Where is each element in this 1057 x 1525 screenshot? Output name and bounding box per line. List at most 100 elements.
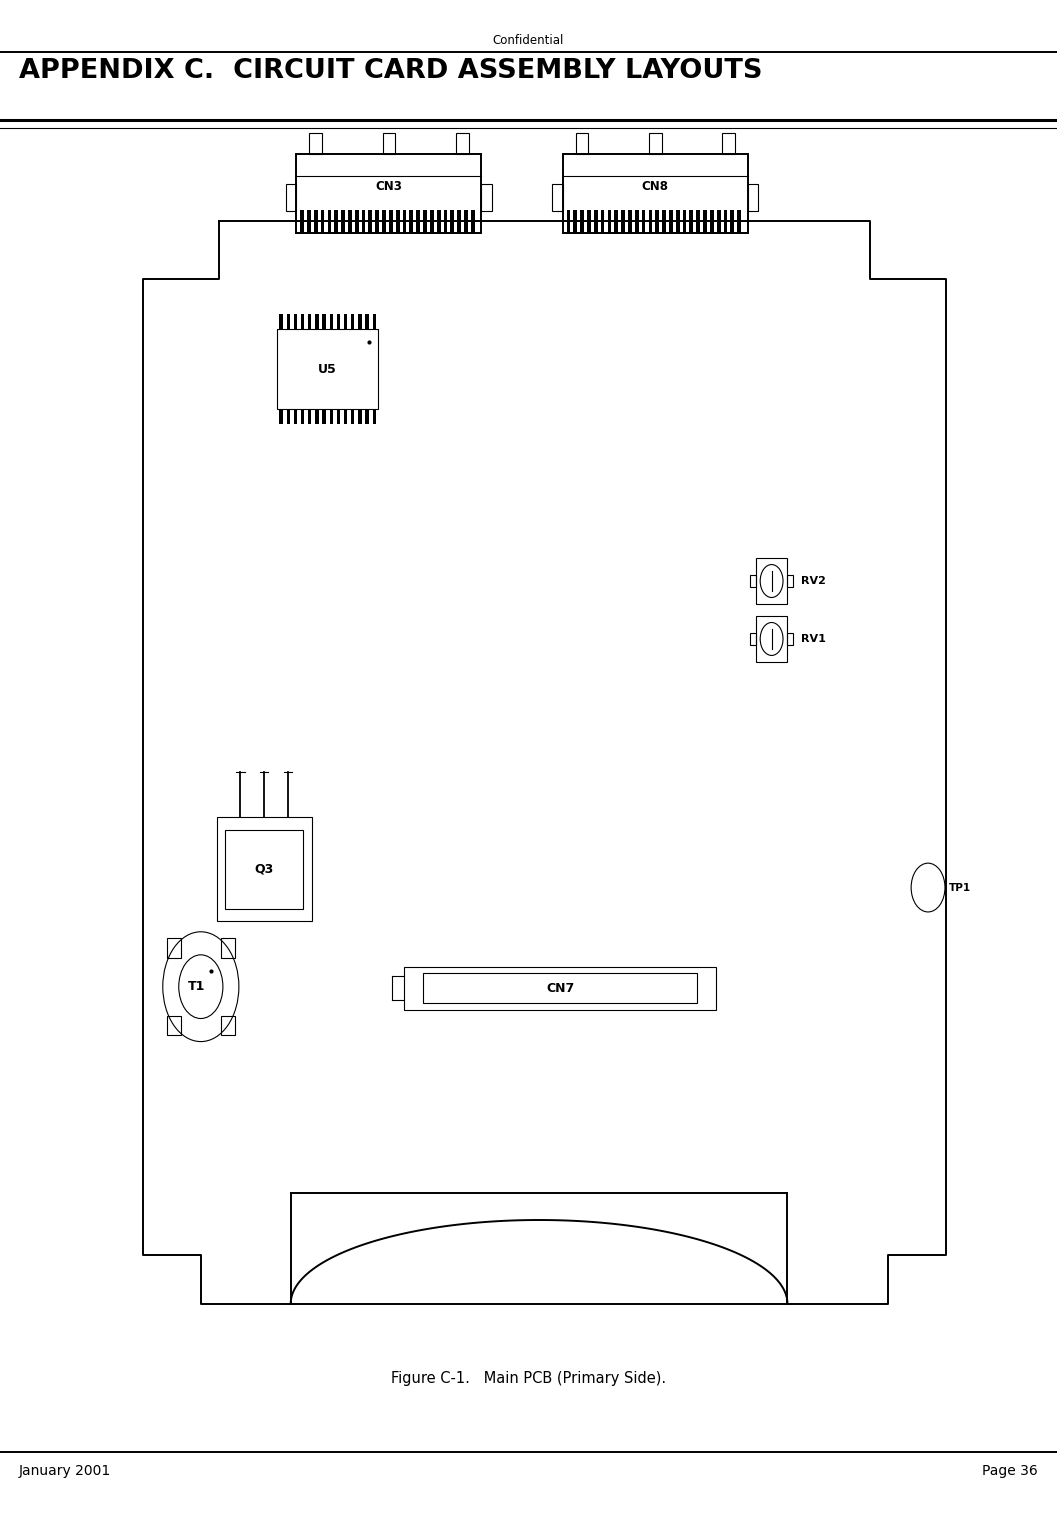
Bar xyxy=(308,409,312,424)
Bar xyxy=(552,185,562,212)
Text: Q3: Q3 xyxy=(255,863,274,875)
Bar xyxy=(286,409,290,424)
Bar xyxy=(458,209,461,233)
Text: CN3: CN3 xyxy=(375,180,403,194)
Bar xyxy=(366,314,369,329)
Bar xyxy=(750,575,756,587)
Bar xyxy=(594,209,597,233)
Bar xyxy=(277,329,378,409)
Bar xyxy=(395,209,400,233)
Bar xyxy=(285,185,296,212)
Bar xyxy=(322,314,326,329)
Bar xyxy=(567,209,571,233)
Bar xyxy=(344,409,348,424)
Text: U5: U5 xyxy=(318,363,337,375)
Bar xyxy=(669,209,672,233)
Text: RV2: RV2 xyxy=(801,576,827,586)
Bar xyxy=(344,314,348,329)
Bar xyxy=(389,209,393,233)
Bar xyxy=(334,209,338,233)
Bar xyxy=(724,209,727,233)
Bar xyxy=(730,209,735,233)
Bar xyxy=(383,209,386,233)
Bar xyxy=(337,314,340,329)
Bar xyxy=(375,209,379,233)
Bar xyxy=(600,209,605,233)
Text: CN7: CN7 xyxy=(546,982,574,994)
Bar xyxy=(628,209,632,233)
Text: January 2001: January 2001 xyxy=(19,1464,111,1478)
Bar xyxy=(373,314,376,329)
Bar xyxy=(279,409,282,424)
Bar xyxy=(649,133,662,154)
Bar xyxy=(662,209,666,233)
Bar xyxy=(301,314,304,329)
Text: CN8: CN8 xyxy=(642,180,669,194)
Text: APPENDIX C.  CIRCUIT CARD ASSEMBLY LAYOUTS: APPENDIX C. CIRCUIT CARD ASSEMBLY LAYOUT… xyxy=(19,58,762,84)
Bar xyxy=(424,973,698,1003)
Bar xyxy=(358,409,361,424)
Bar xyxy=(635,209,638,233)
Bar xyxy=(167,1016,181,1035)
Bar xyxy=(351,314,354,329)
Bar xyxy=(296,154,481,233)
Bar xyxy=(756,558,787,604)
Bar xyxy=(348,209,352,233)
Bar xyxy=(358,314,361,329)
Bar xyxy=(351,409,354,424)
Bar xyxy=(361,209,366,233)
Bar xyxy=(314,209,317,233)
Bar xyxy=(717,209,721,233)
Bar xyxy=(403,209,406,233)
Bar xyxy=(655,209,660,233)
Text: Page 36: Page 36 xyxy=(982,1464,1038,1478)
Bar xyxy=(689,209,693,233)
Bar xyxy=(330,314,333,329)
Bar xyxy=(301,409,304,424)
Bar xyxy=(787,575,793,587)
Bar xyxy=(723,133,736,154)
Bar xyxy=(575,133,588,154)
Bar xyxy=(341,209,345,233)
Bar xyxy=(738,209,741,233)
Text: T1: T1 xyxy=(187,981,205,993)
Text: Confidential: Confidential xyxy=(493,34,564,47)
Bar xyxy=(300,209,304,233)
Bar xyxy=(756,616,787,662)
Bar xyxy=(562,154,748,233)
Bar xyxy=(573,209,577,233)
Bar xyxy=(710,209,713,233)
Bar xyxy=(320,209,324,233)
Bar xyxy=(405,967,717,1010)
Bar xyxy=(369,209,372,233)
Bar xyxy=(221,938,235,958)
Bar xyxy=(444,209,447,233)
Bar xyxy=(430,209,433,233)
Bar xyxy=(167,938,181,958)
Bar xyxy=(315,409,318,424)
Text: RV1: RV1 xyxy=(801,634,827,644)
Bar xyxy=(217,817,312,921)
Bar xyxy=(279,314,282,329)
Bar xyxy=(383,133,395,154)
Bar xyxy=(286,314,290,329)
Bar xyxy=(355,209,358,233)
Bar xyxy=(416,209,420,233)
Bar xyxy=(337,409,340,424)
Bar xyxy=(366,409,369,424)
Bar xyxy=(750,633,756,645)
Bar xyxy=(225,830,303,909)
Bar xyxy=(294,409,297,424)
Bar xyxy=(614,209,618,233)
Bar xyxy=(450,209,455,233)
Bar xyxy=(315,314,318,329)
Bar xyxy=(221,1016,235,1035)
Bar xyxy=(457,133,469,154)
Bar xyxy=(308,314,312,329)
Bar xyxy=(587,209,591,233)
Bar xyxy=(307,209,311,233)
Bar xyxy=(703,209,707,233)
Bar xyxy=(294,314,297,329)
Bar xyxy=(482,185,493,212)
Bar xyxy=(642,209,646,233)
